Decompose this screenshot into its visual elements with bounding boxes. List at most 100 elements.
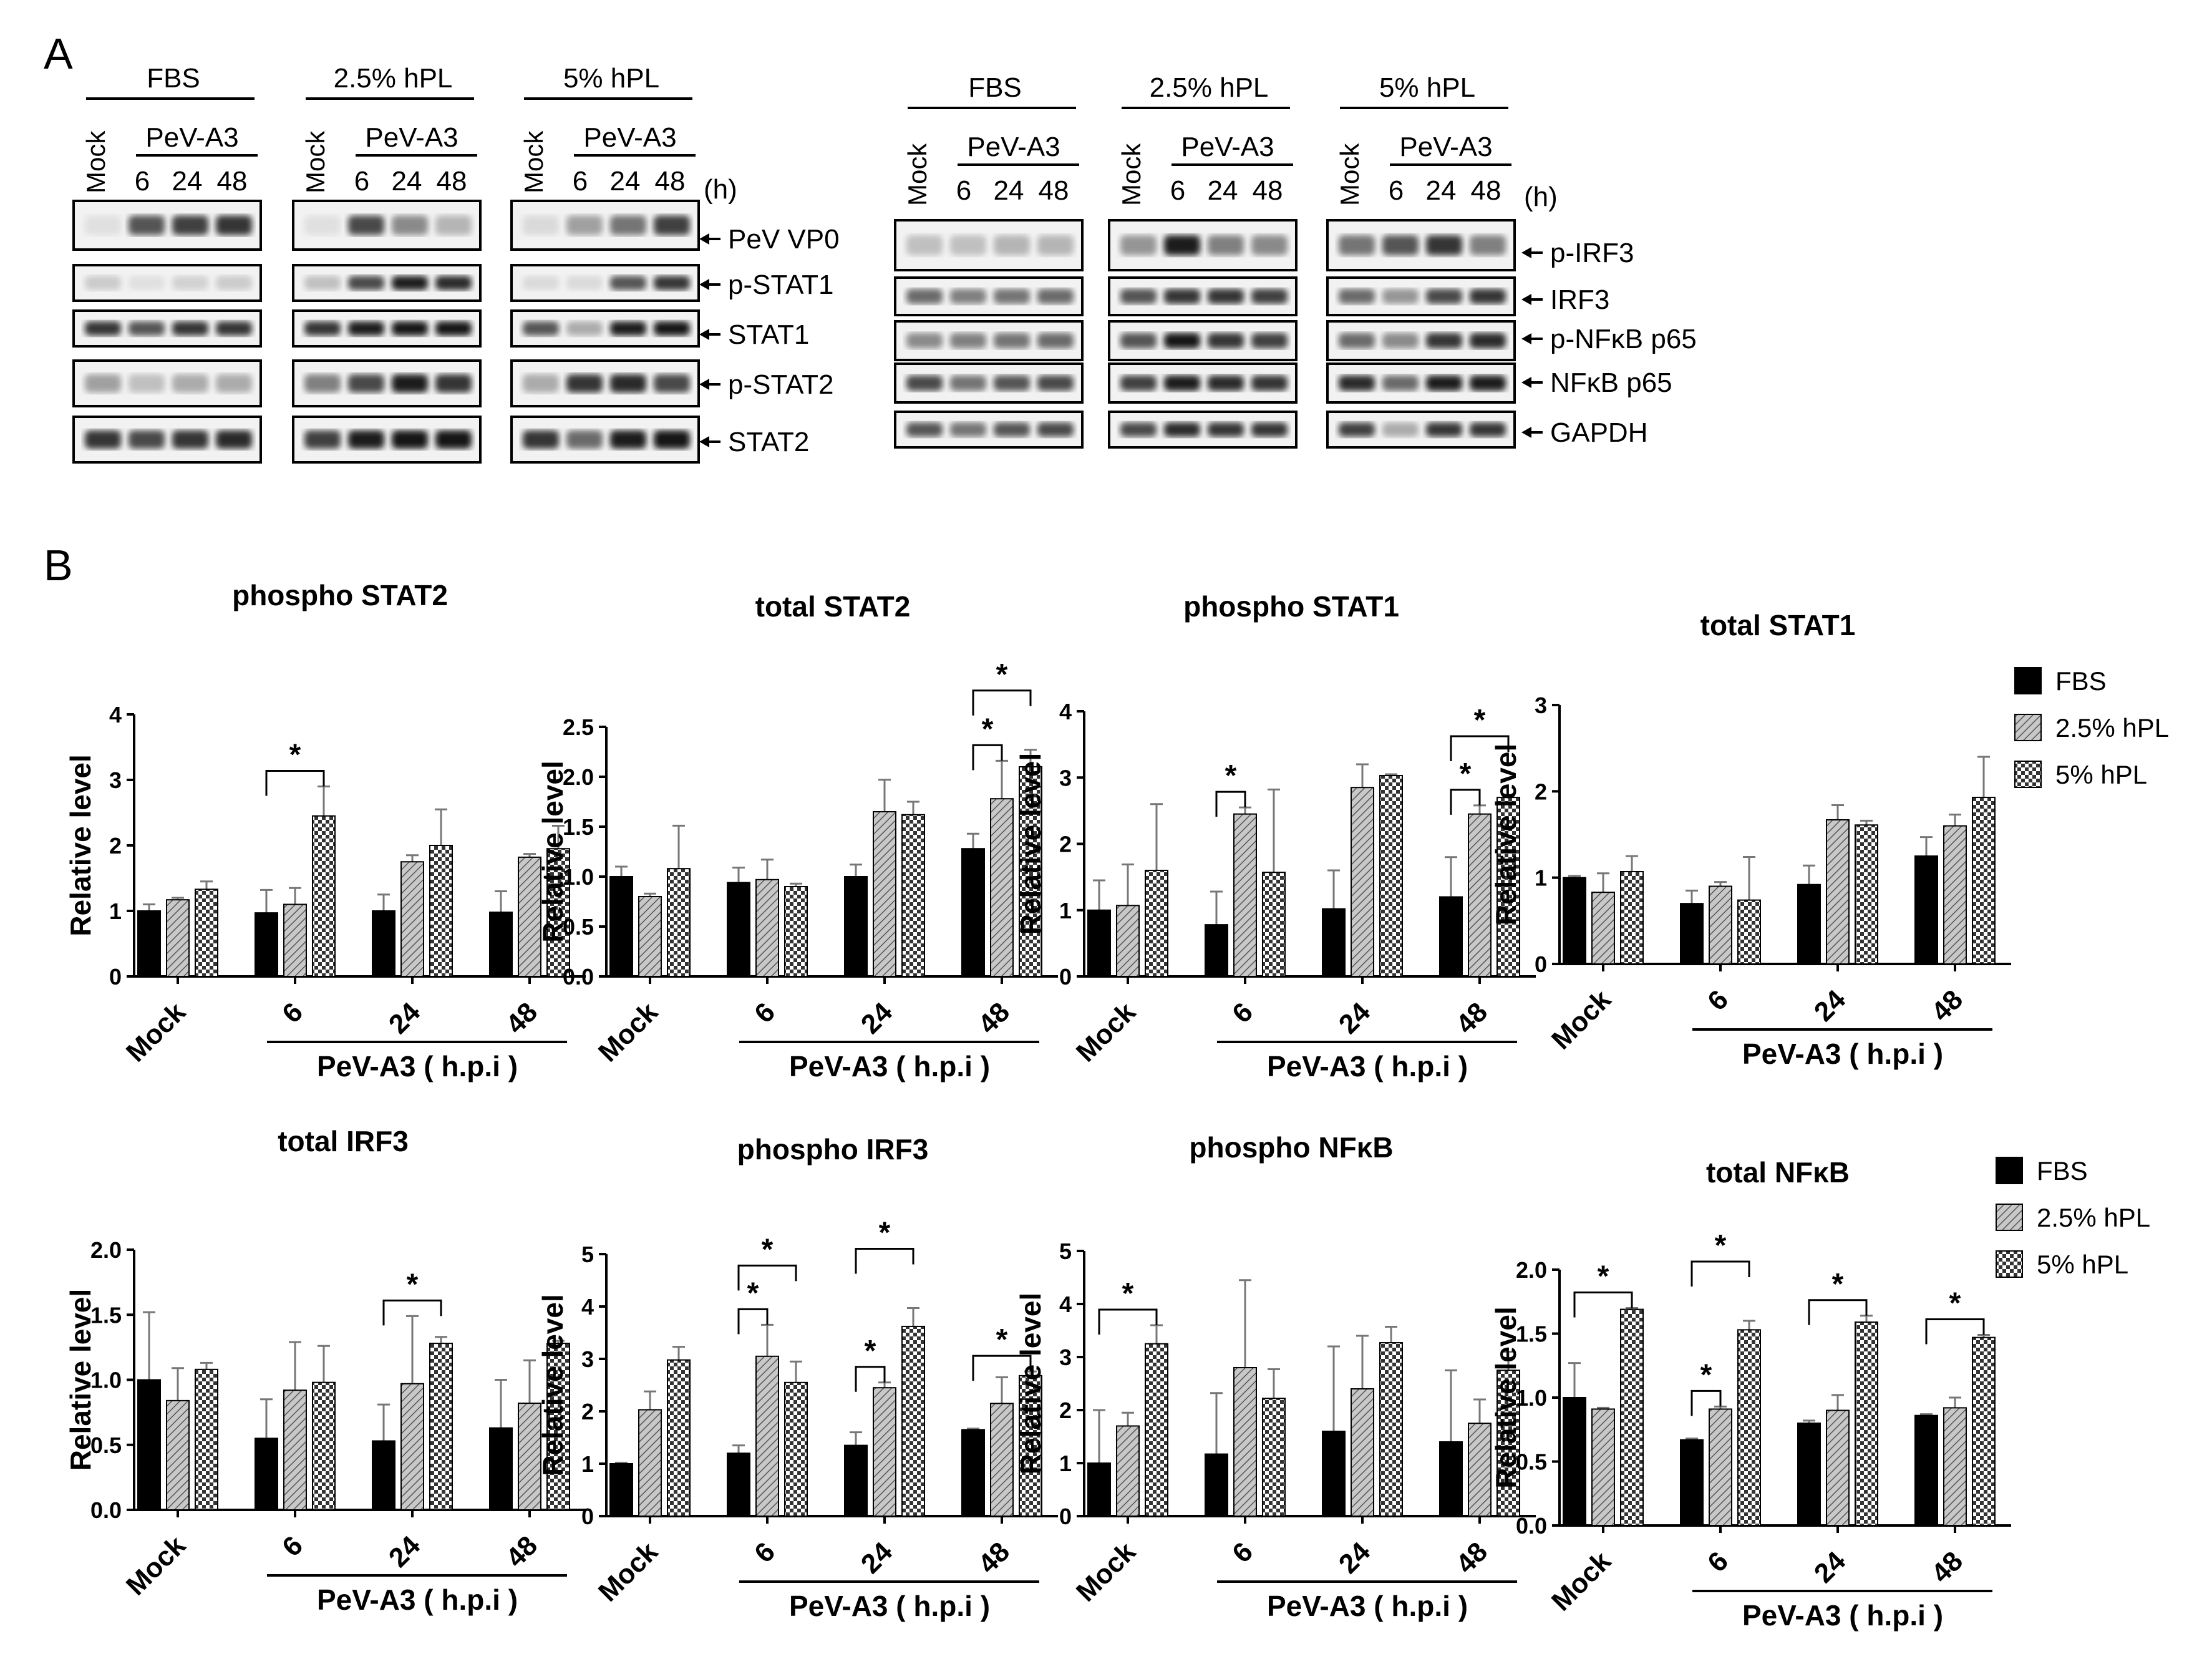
significance-bracket (1098, 1308, 1158, 1335)
y-tick-label: 2 (1059, 1398, 1072, 1423)
bar (546, 848, 570, 977)
bar (400, 861, 424, 977)
bar (727, 882, 750, 977)
bar (1351, 787, 1374, 977)
bar (1439, 896, 1463, 977)
bar (667, 868, 691, 977)
bar (166, 899, 190, 978)
bar (1351, 1388, 1374, 1517)
blot-band (1164, 333, 1200, 349)
bar (1019, 1375, 1042, 1517)
blot-band (610, 276, 646, 290)
blot-timepoint-label: 24 (172, 166, 203, 197)
bar (283, 1389, 307, 1511)
x-tick-label: 48 (1450, 996, 1493, 1039)
blot-band (129, 321, 165, 336)
bar (784, 1381, 808, 1517)
blot-arrow-head (1521, 294, 1531, 305)
bar (755, 878, 779, 978)
significance-star: * (865, 1335, 876, 1368)
blot-band (435, 374, 472, 393)
blot-mock-label: Mock (1335, 143, 1364, 206)
blot-mock-label: Mock (903, 143, 932, 206)
blot-band (566, 321, 603, 336)
blot-mock-label: Mock (1117, 143, 1146, 206)
bar (961, 848, 985, 977)
blot-band (1426, 289, 1462, 304)
blot-condition-label: 2.5% hPL (334, 63, 453, 94)
legends: FBS 2.5% hPL 5% hPL FBS 2.5% hPL 5% hPL (1996, 666, 2169, 1279)
blot-timepoint-label: 24 (1208, 175, 1238, 206)
blot-arrow-head (1521, 377, 1531, 388)
blot-band (654, 374, 690, 393)
blot-band (654, 215, 690, 235)
chart-title: phospho STAT1 (1183, 590, 1399, 623)
bar (1563, 1397, 1586, 1526)
y-axis-label: Relative level (536, 761, 569, 943)
blot-virus-label: PeV-A3 (583, 122, 676, 153)
bar (1797, 883, 1821, 965)
bar (518, 1403, 541, 1511)
significance-bracket (265, 770, 325, 796)
y-tick-label: 3 (1059, 1345, 1072, 1370)
blot-condition-label: FBS (147, 63, 200, 94)
blot-protein-label: p-NFκB p65 (1550, 324, 1697, 354)
bar (1322, 1431, 1346, 1517)
bar (1262, 872, 1286, 977)
blot-band (216, 321, 252, 336)
blot-condition-label: 5% hPL (1379, 72, 1475, 103)
blot-band (1164, 235, 1200, 255)
bar (1379, 775, 1403, 977)
bar (489, 1427, 513, 1511)
significance-bracket (1691, 1260, 1750, 1287)
blot-protein-label: p-STAT2 (728, 369, 834, 400)
bar (1496, 1370, 1520, 1517)
bar (1943, 1407, 1967, 1526)
blot-band (216, 430, 252, 449)
x-tick-label: 6 (1226, 1536, 1259, 1569)
significance-bracket (737, 1308, 769, 1335)
x-tick-label: 48 (973, 996, 1016, 1039)
bar (1205, 924, 1228, 977)
bar (137, 1379, 161, 1511)
significance-bracket (972, 689, 1032, 716)
y-tick-label: 5 (1059, 1238, 1072, 1264)
bar (1826, 819, 1850, 965)
chart-title: total STAT1 (1700, 609, 1856, 641)
significance-star: * (996, 1323, 1008, 1356)
blot-time-unit: (h) (704, 174, 737, 205)
blot-protein-label: p-IRF3 (1550, 238, 1634, 268)
y-tick-label: 1.0 (563, 864, 594, 890)
legend-label: FBS (2055, 666, 2107, 696)
blot-band (1470, 375, 1506, 391)
blot-band (392, 430, 428, 449)
blot-timepoint-label: 6 (1389, 175, 1404, 206)
blot-protein-label: STAT2 (728, 427, 809, 457)
bar (1262, 1398, 1286, 1517)
blot-band (654, 276, 690, 290)
blot-band (348, 321, 384, 336)
bar (1116, 1425, 1140, 1517)
legend-label: 5% hPL (2037, 1250, 2128, 1279)
bar (961, 1429, 985, 1517)
blot-band (1120, 333, 1157, 349)
blot-mock-label: Mock (301, 130, 330, 193)
significance-star: * (1474, 704, 1486, 737)
blot-band (994, 375, 1030, 391)
legend-swatch (1996, 1204, 2023, 1231)
blot-band (85, 321, 121, 336)
bar (1591, 1408, 1615, 1526)
blot-band (906, 375, 943, 391)
bar (1709, 885, 1732, 965)
bar (312, 815, 336, 977)
y-tick-label: 4 (1059, 1292, 1072, 1317)
significance-bracket (972, 1355, 1032, 1381)
blot-band (1208, 422, 1244, 437)
blot-band (348, 276, 384, 290)
x-tick-label: 48 (1450, 1536, 1493, 1579)
significance-star: * (1225, 759, 1237, 792)
blot-band (1470, 235, 1506, 255)
legend-swatch (1996, 1157, 2023, 1184)
x-tick-label: 6 (749, 996, 781, 1029)
blot-timepoint-label: 6 (135, 166, 150, 197)
